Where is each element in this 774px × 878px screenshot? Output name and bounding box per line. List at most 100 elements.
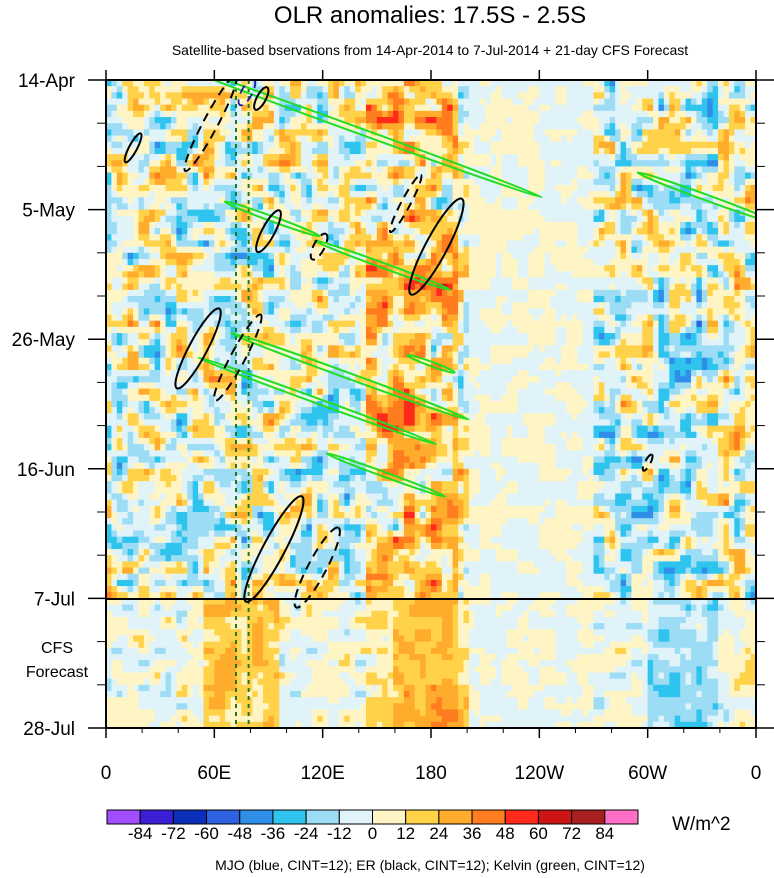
olr-cell	[338, 320, 345, 328]
olr-cell	[252, 536, 259, 544]
olr-cell	[143, 530, 150, 538]
olr-cell	[284, 721, 291, 728]
olr-cell	[127, 660, 134, 667]
olr-cell	[246, 172, 253, 180]
olr-cell	[230, 542, 237, 550]
olr-cell	[263, 512, 270, 519]
olr-cell	[295, 92, 302, 100]
olr-cell	[328, 265, 335, 272]
olr-cell	[236, 536, 243, 544]
olr-cell	[322, 252, 329, 260]
olr-cell	[322, 160, 329, 167]
olr-cell	[241, 715, 248, 723]
olr-cell	[333, 296, 340, 303]
olr-cell	[268, 271, 275, 279]
olr-cell	[290, 92, 297, 100]
olr-cell	[138, 697, 145, 704]
olr-cell	[322, 98, 329, 106]
olr-cell	[295, 172, 302, 180]
olr-cell	[165, 92, 172, 100]
olr-cell	[143, 437, 150, 445]
olr-cell	[263, 481, 270, 488]
olr-cell	[295, 400, 302, 408]
olr-cell	[225, 474, 232, 482]
olr-cell	[301, 147, 308, 155]
olr-cell	[328, 407, 335, 414]
olr-cell	[236, 413, 243, 421]
olr-cell	[208, 573, 215, 581]
olr-cell	[106, 487, 113, 495]
olr-cell	[106, 92, 113, 100]
olr-cell	[143, 221, 150, 229]
olr-cell	[187, 98, 194, 106]
olr-cell	[273, 351, 280, 359]
olr-cell	[328, 80, 335, 87]
olr-cell	[295, 129, 302, 137]
olr-cell	[306, 616, 313, 624]
olr-cell	[295, 308, 302, 316]
olr-cell	[133, 92, 140, 100]
olr-cell	[257, 604, 264, 612]
olr-cell	[187, 641, 194, 649]
olr-cell	[208, 246, 215, 254]
olr-cell	[333, 345, 340, 353]
olr-cell	[122, 419, 129, 427]
olr-cell	[198, 474, 205, 482]
olr-cell	[176, 647, 183, 655]
olr-cell	[133, 351, 140, 359]
olr-cell	[133, 283, 140, 291]
olr-cell	[360, 228, 367, 235]
olr-cell	[138, 86, 145, 93]
olr-cell	[203, 456, 210, 464]
olr-cell	[127, 166, 134, 174]
olr-cell	[284, 481, 291, 488]
olr-cell	[187, 715, 194, 723]
olr-cell	[149, 240, 156, 248]
olr-cell	[138, 277, 145, 285]
olr-cell	[317, 123, 324, 130]
olr-cell	[257, 135, 264, 143]
olr-cell	[219, 129, 226, 137]
olr-cell	[122, 641, 129, 649]
olr-cell	[355, 370, 362, 377]
olr-cell	[106, 666, 113, 674]
olr-cell	[284, 258, 291, 266]
olr-cell	[306, 147, 313, 155]
olr-cell	[355, 462, 362, 470]
olr-cell	[133, 184, 140, 192]
olr-cell	[171, 92, 178, 100]
olr-cell	[160, 493, 167, 501]
olr-cell	[160, 407, 167, 414]
olr-cell	[311, 246, 318, 254]
olr-cell	[322, 647, 329, 655]
olr-cell	[171, 709, 178, 717]
olr-cell	[127, 135, 134, 143]
olr-cell	[279, 172, 286, 180]
olr-cell	[263, 684, 270, 692]
olr-cell	[187, 197, 194, 205]
olr-cell	[279, 697, 286, 704]
olr-cell	[116, 203, 123, 211]
olr-cell	[181, 98, 188, 106]
olr-cell	[165, 549, 172, 556]
olr-cell	[236, 474, 243, 482]
olr-cell	[122, 135, 129, 143]
olr-cell	[246, 363, 253, 371]
olr-cell	[203, 419, 210, 427]
olr-cell	[192, 283, 199, 291]
olr-cell	[165, 684, 172, 692]
olr-cell	[328, 308, 335, 316]
olr-cell	[301, 221, 308, 229]
olr-cell	[284, 555, 291, 562]
olr-cell	[236, 524, 243, 532]
olr-cell	[295, 567, 302, 575]
olr-cell	[306, 363, 313, 371]
olr-cell	[165, 234, 172, 242]
olr-cell	[311, 524, 318, 532]
olr-cell	[154, 437, 161, 445]
olr-cell	[273, 265, 280, 272]
olr-cell	[290, 666, 297, 674]
olr-cell	[306, 468, 313, 476]
olr-cell	[322, 370, 329, 377]
olr-cell	[160, 86, 167, 93]
